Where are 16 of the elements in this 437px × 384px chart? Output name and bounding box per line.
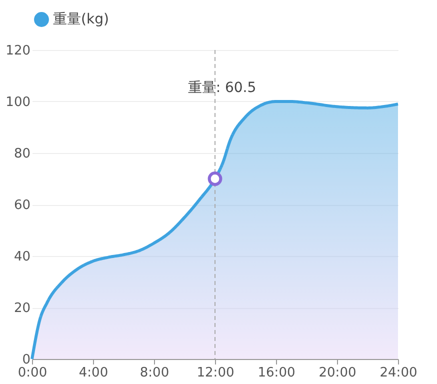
y-tick-label: 80 bbox=[14, 146, 30, 162]
annotation: 重量: 60.5 bbox=[188, 80, 256, 96]
y-tick-label: 40 bbox=[14, 250, 30, 264]
x-tick-label: 8:00 bbox=[140, 366, 170, 380]
y-tick-label: 120 bbox=[6, 44, 30, 58]
x-tick-label: 12:00 bbox=[196, 366, 234, 380]
x-tick-label: 24:00 bbox=[380, 366, 418, 380]
x-tick-label: 0:00 bbox=[18, 366, 48, 380]
legend-label: 重量(kg) bbox=[53, 12, 109, 28]
y-tick-label: 0 bbox=[22, 352, 30, 368]
x-tick-label: 16:00 bbox=[258, 366, 296, 380]
y-tick-label: 60 bbox=[14, 198, 30, 213]
x-tick-label: 20:00 bbox=[318, 366, 356, 380]
x-tick-label: 4:00 bbox=[78, 366, 108, 380]
y-tick-label: 20 bbox=[14, 301, 30, 316]
y-tick-label: 100 bbox=[6, 95, 30, 110]
